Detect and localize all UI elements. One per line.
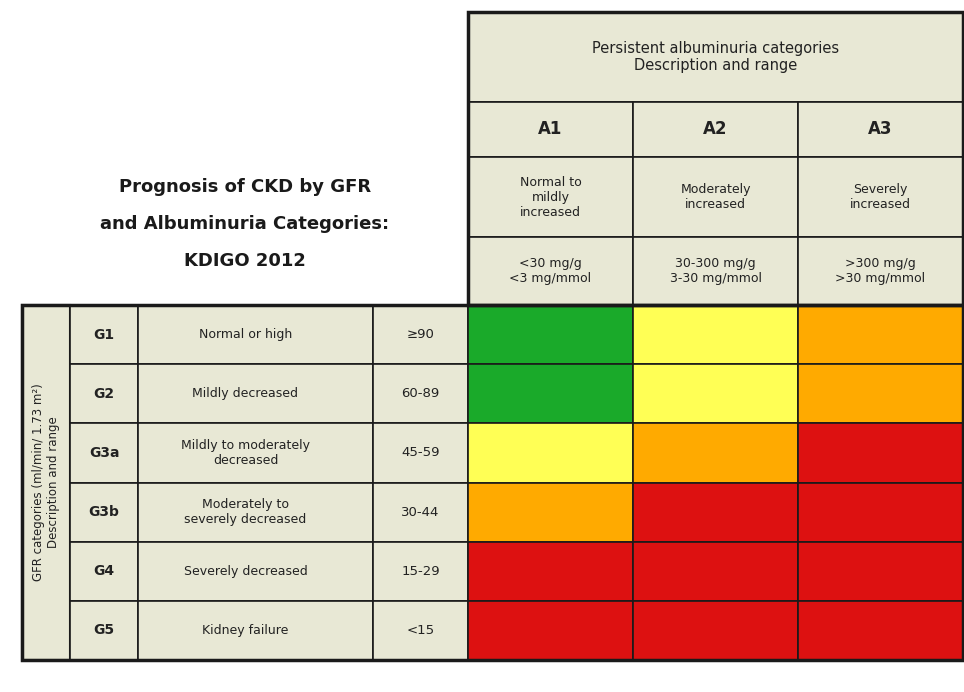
Bar (798, 102, 963, 157)
Bar (138, 601, 373, 660)
Bar (633, 482, 798, 542)
Bar (373, 364, 468, 424)
Bar (798, 482, 963, 542)
Text: Kidney failure: Kidney failure (202, 624, 288, 637)
Text: G3b: G3b (89, 505, 120, 519)
Bar (373, 542, 468, 601)
Bar (798, 157, 963, 237)
Text: KDIGO 2012: KDIGO 2012 (184, 252, 306, 270)
Text: 60-89: 60-89 (401, 388, 440, 400)
Text: Moderately
increased: Moderately increased (681, 183, 751, 211)
Text: G2: G2 (94, 387, 115, 401)
Bar (798, 424, 963, 482)
Bar (373, 601, 468, 660)
Text: 45-59: 45-59 (401, 446, 440, 459)
Text: Severely
increased: Severely increased (850, 183, 911, 211)
Bar (138, 542, 373, 601)
Text: G4: G4 (94, 564, 115, 579)
Text: Mildly to moderately
decreased: Mildly to moderately decreased (181, 439, 310, 467)
Text: Persistent albuminuria categories
Description and range: Persistent albuminuria categories Descri… (592, 41, 839, 73)
Text: 30-44: 30-44 (401, 506, 440, 518)
Bar (633, 424, 798, 482)
Text: Mildly decreased: Mildly decreased (193, 388, 299, 400)
Text: Normal to
mildly
increased: Normal to mildly increased (520, 176, 581, 219)
Text: ≥90: ≥90 (407, 328, 435, 341)
Bar (138, 305, 373, 364)
Bar (798, 237, 963, 305)
Bar (22, 305, 963, 660)
Bar (798, 601, 963, 660)
Text: 30-300 mg/g
3-30 mg/mmol: 30-300 mg/g 3-30 mg/mmol (670, 257, 762, 285)
Text: <30 mg/g
<3 mg/mmol: <30 mg/g <3 mg/mmol (509, 257, 592, 285)
Bar (468, 424, 633, 482)
Text: Normal or high: Normal or high (199, 328, 292, 341)
Bar (468, 237, 633, 305)
Text: GFR categories (ml/min/ 1.73 m²)
Description and range: GFR categories (ml/min/ 1.73 m²) Descrip… (32, 383, 60, 581)
Bar (468, 364, 633, 424)
Bar (138, 364, 373, 424)
Bar (373, 424, 468, 482)
Text: Moderately to
severely decreased: Moderately to severely decreased (184, 498, 307, 526)
Bar (373, 482, 468, 542)
Text: >300 mg/g
>30 mg/mmol: >300 mg/g >30 mg/mmol (836, 257, 925, 285)
Bar (798, 305, 963, 364)
Bar (633, 102, 798, 157)
Bar (138, 482, 373, 542)
Bar (633, 601, 798, 660)
Bar (633, 237, 798, 305)
Text: 15-29: 15-29 (401, 565, 440, 578)
Bar (798, 542, 963, 601)
Text: A3: A3 (869, 120, 893, 138)
Bar (22, 305, 70, 660)
Bar (70, 424, 138, 482)
Text: G1: G1 (94, 327, 115, 342)
Bar (468, 157, 633, 237)
Bar (468, 12, 963, 305)
Text: A1: A1 (538, 120, 563, 138)
Bar (373, 305, 468, 364)
Text: Prognosis of CKD by GFR: Prognosis of CKD by GFR (119, 178, 371, 196)
Bar (70, 482, 138, 542)
Bar (633, 542, 798, 601)
Bar (468, 12, 963, 102)
Text: G5: G5 (94, 623, 115, 637)
Bar (798, 364, 963, 424)
Bar (468, 482, 633, 542)
Bar (633, 157, 798, 237)
Bar (468, 305, 633, 364)
Text: Severely decreased: Severely decreased (183, 565, 308, 578)
Text: and Albuminuria Categories:: and Albuminuria Categories: (100, 215, 389, 233)
Bar (70, 364, 138, 424)
Bar (138, 424, 373, 482)
Bar (633, 305, 798, 364)
Bar (468, 542, 633, 601)
Bar (468, 102, 633, 157)
Bar (70, 305, 138, 364)
Bar (633, 364, 798, 424)
Text: A2: A2 (704, 120, 728, 138)
Bar (468, 601, 633, 660)
Text: <15: <15 (407, 624, 435, 637)
Text: G3a: G3a (89, 446, 120, 460)
Bar (70, 601, 138, 660)
Bar (70, 542, 138, 601)
